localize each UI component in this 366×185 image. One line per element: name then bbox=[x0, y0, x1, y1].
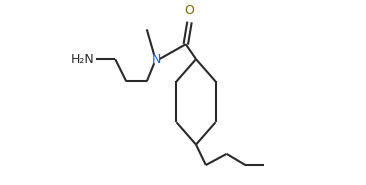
Text: H₂N: H₂N bbox=[71, 53, 95, 66]
Text: O: O bbox=[184, 4, 194, 17]
Text: N: N bbox=[152, 53, 161, 66]
